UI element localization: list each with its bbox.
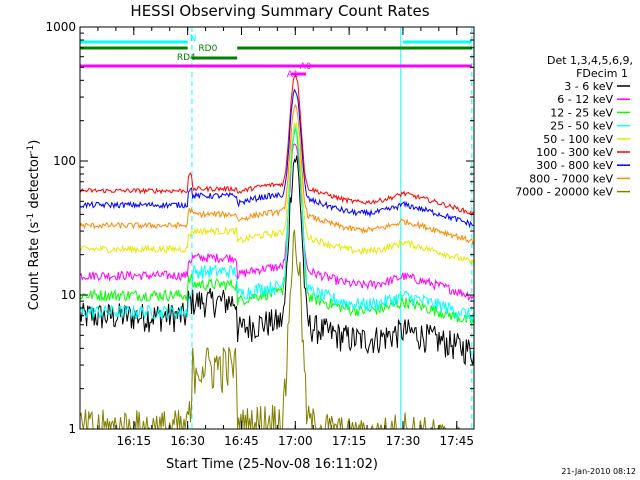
flag-label-rd4: RD4 xyxy=(177,53,196,63)
series-line xyxy=(79,103,475,246)
series-line xyxy=(79,74,475,217)
x-tick-label: 17:00 xyxy=(278,434,313,448)
series-line xyxy=(79,88,475,229)
x-tick-label: 17:30 xyxy=(386,434,421,448)
legend-label: 25 - 50 keV xyxy=(550,120,613,133)
x-tick-label: 17:15 xyxy=(332,434,367,448)
flag-label-a1: A1 xyxy=(287,70,299,80)
legend-label: 7000 - 20000 keV xyxy=(515,186,613,199)
y-axis-label: Count Rate (s-1 detector-1) xyxy=(26,140,42,311)
x-tick-label: 16:15 xyxy=(117,434,152,448)
chart-title: HESSI Observing Summary Count Rates xyxy=(130,2,429,20)
y-tick-label: 1 xyxy=(68,422,76,436)
flag-label-a0: A0 xyxy=(300,62,312,72)
y-tick-label: 1000 xyxy=(45,20,76,34)
series-line xyxy=(79,155,475,366)
axes: 1 10 100 1000 16:15 16:30 16:45 17:00 17:15 17:30… xyxy=(45,20,475,448)
legend-label: 50 - 100 keV xyxy=(543,133,613,146)
x-tick-label: 17:45 xyxy=(439,434,474,448)
x-tick-label: 16:45 xyxy=(224,434,259,448)
x-axis-label: Start Time (25-Nov-08 16:11:02) xyxy=(166,457,378,472)
series-line xyxy=(79,143,475,301)
legend-header-2: FDecim 1 xyxy=(576,67,628,80)
y-tick-label: 10 xyxy=(61,288,76,302)
legend-label: 300 - 800 keV xyxy=(536,159,613,172)
legend-label: 100 - 300 keV xyxy=(536,146,613,159)
series-line xyxy=(79,124,475,323)
series-line xyxy=(79,127,475,326)
flag-label-rd0: RD0 xyxy=(198,44,217,54)
x-tick-label: 16:30 xyxy=(170,434,205,448)
legend-label: 800 - 7000 keV xyxy=(529,172,613,185)
legend-label: 3 - 6 keV xyxy=(564,80,613,93)
legend-header-1: Det 1,3,4,5,6,9, xyxy=(547,54,633,67)
flag-label-n: N xyxy=(190,34,197,44)
timestamp: 21-Jan-2010 08:12 xyxy=(561,467,636,476)
legend-label: 6 - 12 keV xyxy=(557,93,613,106)
legend-label: 12 - 25 keV xyxy=(550,106,613,119)
series-line xyxy=(79,121,475,267)
y-tick-label: 100 xyxy=(53,154,76,168)
